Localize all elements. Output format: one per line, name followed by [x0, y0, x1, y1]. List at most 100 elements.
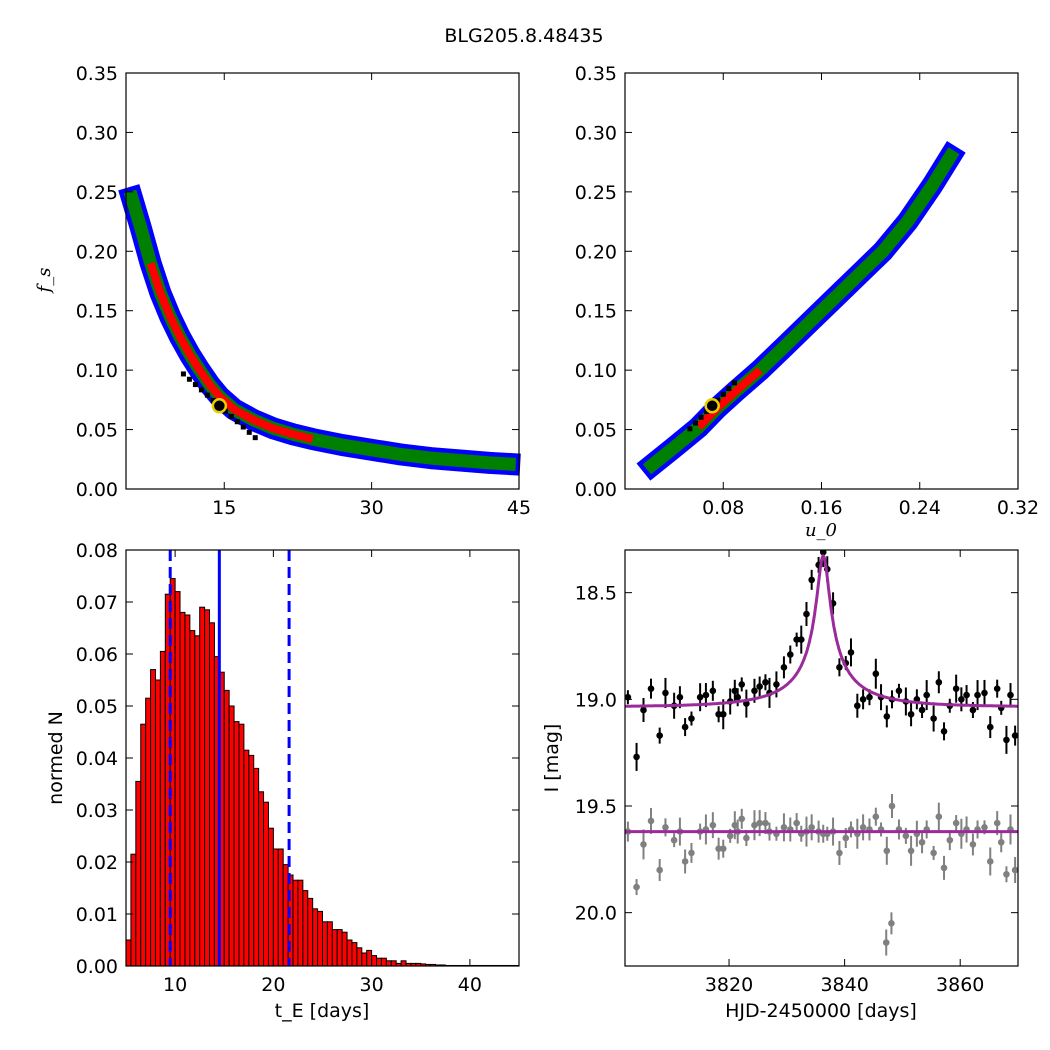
- lightcurve-panel: 3820 3840 3860 18.5 19.0 19.5 20.0 HJD-2450000…: [541, 549, 1019, 1022]
- data-point: [888, 802, 896, 810]
- data-point: [986, 723, 994, 731]
- hist-bar: [174, 591, 181, 967]
- data-point: [882, 939, 890, 946]
- y-tick-label: 0.02: [76, 852, 118, 874]
- y-tick-label: 0.25: [76, 182, 118, 204]
- y-tick-label: 0.04: [76, 748, 118, 770]
- core-cell: [192, 382, 198, 388]
- data-point: [859, 696, 867, 703]
- data-point: [1003, 736, 1010, 744]
- core-cell: [726, 386, 732, 392]
- data-point: [633, 753, 640, 761]
- data-point: [836, 849, 843, 857]
- data-point: [702, 691, 710, 699]
- hist-bar: [361, 952, 368, 967]
- data-point: [969, 841, 977, 848]
- hist-bar: [243, 749, 250, 967]
- hist-bar: [322, 921, 328, 967]
- core-cell: [198, 387, 204, 393]
- hist-bar: [282, 864, 289, 967]
- y-tick-label: 0.15: [575, 301, 617, 323]
- data-point: [731, 687, 739, 695]
- core-cell: [186, 376, 192, 382]
- lightcurve-ticks: 3820 3840 3860 18.5 19.0 19.5 20.0: [575, 550, 1018, 996]
- x-tick-label: 3840: [820, 974, 868, 996]
- y-tick-label: 0.20: [575, 241, 617, 263]
- y-tick-label: 0.35: [76, 63, 118, 85]
- hist-bar: [317, 910, 323, 967]
- data-point: [762, 678, 769, 686]
- y-tick-label: 0.07: [76, 592, 118, 614]
- data-point: [681, 858, 689, 865]
- hist-bar: [277, 848, 284, 967]
- core-cell: [246, 429, 252, 435]
- hist-bar: [154, 679, 161, 967]
- data-point: [793, 819, 800, 827]
- data-point: [731, 821, 739, 829]
- hist-bar: [194, 635, 201, 967]
- y-tick-label: 0.05: [76, 420, 118, 442]
- best-fit-marker: [704, 398, 720, 414]
- tE-fs-panel: 15 30 45 0.00 0.05 0.10 0.15 0.20 0.25 0.30 0.35 f…: [34, 63, 531, 519]
- data-point: [797, 636, 805, 643]
- y-tick-label: 0.01: [76, 904, 118, 926]
- data-point: [952, 819, 960, 827]
- hist-bar: [189, 630, 196, 967]
- data-point: [872, 813, 880, 820]
- hist-bar: [312, 908, 319, 967]
- hist-bar: [302, 890, 309, 967]
- data-point: [681, 723, 689, 731]
- data-point: [656, 732, 663, 739]
- y-tick-label: 0.35: [575, 63, 617, 85]
- hist-bar: [228, 705, 235, 967]
- data-point: [958, 696, 965, 703]
- data-point: [918, 706, 926, 714]
- hist-bar: [380, 957, 387, 967]
- data-point: [993, 819, 1001, 827]
- data-point: [793, 636, 800, 643]
- hist-bar: [135, 780, 142, 967]
- hist-bar: [346, 939, 353, 967]
- hist-bar: [159, 650, 166, 967]
- data-point: [715, 845, 722, 852]
- hist-bar: [238, 723, 245, 967]
- core-cell: [704, 409, 710, 415]
- data-point: [993, 685, 1001, 692]
- lc-plot-area: [625, 550, 1018, 956]
- core-cell: [720, 391, 726, 397]
- core-cell: [204, 392, 210, 398]
- y-tick-label: 0.00: [575, 479, 617, 501]
- data-point: [1007, 691, 1014, 699]
- x-tick-label: 3860: [936, 974, 984, 996]
- data-point: [640, 706, 647, 714]
- data-point: [997, 838, 1005, 846]
- data-point: [952, 685, 960, 692]
- tE-hist-ylabel: normed N: [45, 711, 67, 805]
- y-tick-label: 0.00: [76, 956, 118, 978]
- data-point: [981, 824, 988, 831]
- lightcurve-plot: [625, 550, 1018, 956]
- data-point: [930, 849, 937, 857]
- data-point: [883, 713, 891, 720]
- hist-bar: [223, 689, 230, 967]
- data-point: [734, 693, 741, 701]
- hist-bar: [390, 960, 397, 967]
- best-fit-marker: [211, 398, 228, 414]
- hist-bar: [125, 939, 132, 967]
- data-point: [780, 824, 788, 831]
- core-cell: [222, 408, 228, 414]
- data-point: [738, 815, 746, 823]
- data-point: [902, 832, 910, 840]
- hist-bar: [199, 606, 206, 967]
- data-point: [808, 576, 815, 584]
- x-tick-label: 30: [360, 974, 384, 996]
- data-point: [662, 824, 669, 831]
- data-point: [930, 715, 937, 722]
- u0-fs-panel: 0.08 0.16 0.24 0.32 0.00 0.05 0.10 0.15 0.20 0.25…: [575, 63, 1039, 541]
- data-point: [974, 691, 981, 699]
- data-point: [709, 687, 717, 695]
- hist-bar: [385, 960, 392, 967]
- y-tick-label: 0.25: [575, 182, 617, 204]
- x-tick-label: 0.32: [997, 497, 1039, 519]
- x-tick-label: 0.08: [702, 497, 744, 519]
